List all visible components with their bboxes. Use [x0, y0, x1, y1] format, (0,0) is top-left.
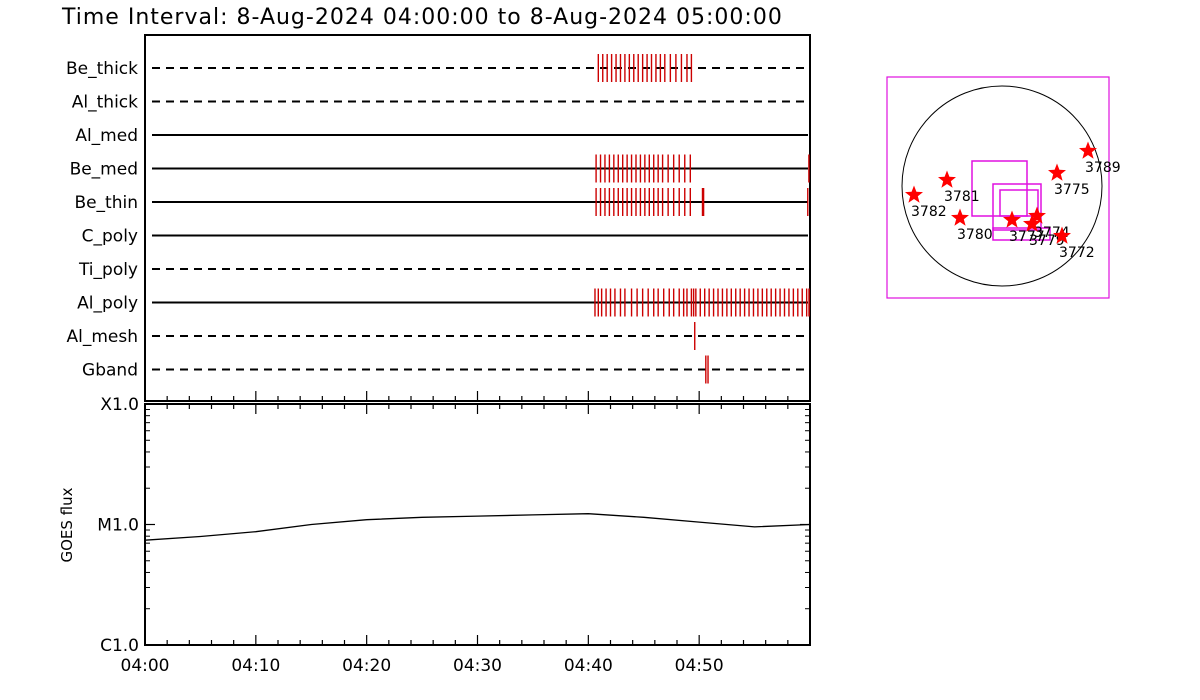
active-region-star	[1003, 210, 1021, 228]
filter-label: Ti_poly	[78, 260, 138, 280]
goes-flux-panel: X1.0 M1.0 C1.004:00 04:10 04:20 04:30 04:40 04:…	[58, 391, 811, 676]
active-region-label: 3781	[944, 189, 980, 205]
fov-box-strip	[992, 227, 1051, 241]
active-region-star	[951, 208, 969, 226]
filter-timeline-panel: Be_thick Al_thick Al_med Be_med Be_thin C_pol…	[66, 34, 811, 402]
active-region-star	[1023, 214, 1041, 232]
filter-label: Al_thick	[72, 93, 138, 113]
fov-box-small	[999, 189, 1039, 217]
active-region-star	[938, 170, 956, 188]
filter-label: Al_poly	[77, 294, 138, 314]
active-region-star	[1053, 226, 1071, 244]
goes-flux-curve	[144, 513, 811, 541]
filter-label: Be_thick	[66, 59, 138, 79]
goes-ylabel: GOES flux	[58, 487, 76, 562]
active-region-label: 3777	[1009, 229, 1045, 245]
goes-ytick-label: C1.0	[100, 636, 139, 656]
active-region-label: 3779	[1029, 233, 1065, 249]
active-region-label: 3772	[1059, 245, 1095, 261]
solar-limb	[901, 85, 1103, 287]
filter-label: Gband	[82, 361, 138, 381]
active-region-label: 3775	[1054, 182, 1090, 198]
chart-title: Time Interval: 8-Aug-2024 04:00:00 to 8-…	[61, 5, 783, 30]
filter-label: Al_med	[75, 126, 138, 146]
filter-label: Al_mesh	[66, 327, 138, 347]
active-region-label: 3782	[911, 204, 947, 220]
fov-box-medium	[992, 183, 1042, 231]
timeline-frame	[144, 34, 811, 402]
goes-axis-ticks: X1.0 M1.0 C1.004:00 04:10 04:20 04:30 04:40 04:…	[97, 391, 811, 676]
goes-xtick-label: 04:50	[675, 656, 724, 676]
goes-xtick-label: 04:00	[121, 656, 170, 676]
filter-label: Be_med	[70, 160, 138, 180]
filter-label: C_poly	[82, 227, 138, 247]
goes-xtick-label: 04:10	[231, 656, 280, 676]
active-region-star	[1028, 206, 1046, 224]
goes-ytick-label: M1.0	[97, 516, 139, 536]
map-outer-box	[886, 76, 1110, 299]
active-region-label: 3789	[1085, 160, 1121, 176]
goes-xtick-label: 04:20	[342, 656, 391, 676]
goes-frame	[144, 403, 811, 646]
active-region-star	[905, 185, 923, 203]
goes-xtick-label: 04:40	[564, 656, 613, 676]
active-region-label: 3780	[957, 227, 993, 243]
active-region-star	[1079, 141, 1097, 159]
active-region-star	[1048, 163, 1066, 181]
filter-rows: Be_thick Al_thick Al_med Be_med Be_thin C_pol…	[66, 54, 810, 384]
goes-ytick-label: X1.0	[100, 395, 139, 415]
filter-label: Be_thin	[74, 193, 138, 213]
goes-xtick-label: 04:30	[453, 656, 502, 676]
